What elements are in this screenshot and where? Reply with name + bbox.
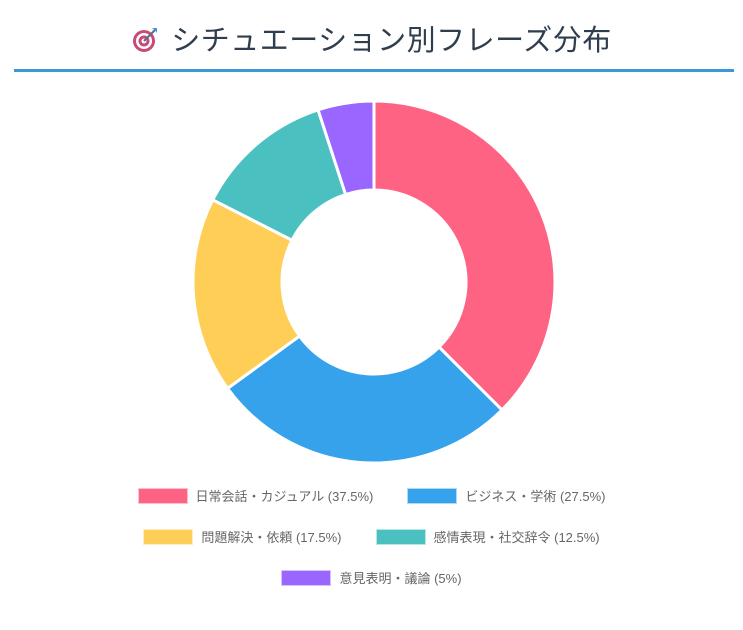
legend-row-1: 日常会話・カジュアル (37.5%) ビジネス・学術 (27.5%) (0, 486, 743, 505)
doughnut-slice-3[interactable] (191, 197, 302, 391)
chart-header: シチュエーション別フレーズ分布 (0, 0, 743, 72)
legend-swatch (143, 528, 194, 545)
legend-row-3: 意見表明・議論 (5%) (0, 568, 743, 587)
legend-item[interactable]: 日常会話・カジュアル (37.5%) (137, 486, 374, 505)
legend-label: 意見表明・議論 (5%) (339, 571, 462, 586)
title-underline (14, 69, 734, 72)
page-title: シチュエーション別フレーズ分布 (171, 23, 612, 57)
legend-label: 日常会話・カジュアル (37.5%) (195, 489, 374, 504)
legend-item[interactable]: 感情表現・社交辞令 (12.5%) (375, 527, 600, 546)
legend-swatch (137, 487, 188, 504)
doughnut-slice-5[interactable] (316, 99, 376, 197)
legend-swatch (281, 569, 332, 586)
legend-label: 感情表現・社交辞令 (12.5%) (433, 530, 600, 545)
legend-row-2: 問題解決・依頼 (17.5%) 感情表現・社交辞令 (12.5%) (0, 527, 743, 546)
legend-item[interactable]: 問題解決・依頼 (17.5%) (143, 527, 342, 546)
legend-item[interactable]: ビジネス・学術 (27.5%) (407, 486, 605, 505)
doughnut-chart (191, 99, 557, 465)
legend-swatch (375, 528, 426, 545)
doughnut-slice-1[interactable] (372, 99, 557, 413)
legend-label: 問題解決・依頼 (17.5%) (201, 530, 342, 545)
legend-label: ビジネス・学術 (27.5%) (465, 489, 606, 504)
legend-item[interactable]: 意見表明・議論 (5%) (281, 568, 462, 587)
chart-title-row: シチュエーション別フレーズ分布 (0, 17, 743, 61)
doughnut-slice-2[interactable] (225, 333, 505, 465)
legend-swatch (407, 487, 458, 504)
target-dart-icon (131, 26, 159, 61)
